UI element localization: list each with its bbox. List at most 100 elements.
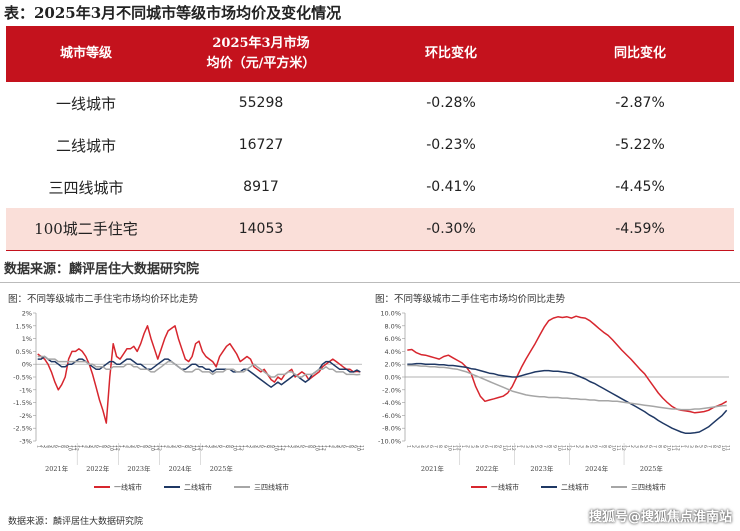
x-tick-label: 5 (91, 445, 97, 448)
x-tick-label: 7 (180, 445, 186, 448)
x-tick-label: 7 (303, 445, 309, 448)
x-tick-label: 10 (501, 445, 507, 451)
series-line (407, 315, 728, 414)
y-tick-label: 4.0% (384, 348, 401, 356)
source-note-top: 数据来源：麟评居住大数据研究院 (4, 262, 200, 277)
table-row: 三四线城市 8917 -0.41% -4.45% (6, 166, 734, 208)
x-tick-label: 2 (204, 445, 210, 448)
cell-yoy: -5.22% (615, 137, 665, 153)
x-tick-label: 7 (56, 445, 62, 448)
x-tick-label: 9 (228, 445, 234, 448)
x-tick-label: 11 (506, 445, 512, 451)
x-tick-label: 4 (638, 445, 644, 448)
x-tick-label: 8 (101, 445, 107, 448)
x-tick-label: 9 (442, 445, 448, 448)
x-tick-label: 2 (684, 445, 690, 448)
y-tick-label: -2% (19, 412, 32, 420)
x-tick-label: 9 (551, 445, 557, 448)
cell-mom: -0.30% (356, 208, 546, 251)
x-tick-label: 11 (235, 445, 241, 451)
x-tick-label: 1 (242, 445, 248, 448)
x-tick-label: 11 (276, 445, 282, 451)
cell-city: 100城二手住宅 (6, 208, 166, 251)
y-tick-label: 1.5% (15, 322, 32, 330)
x-tick-label: 1 (118, 445, 124, 448)
x-tick-label: 7 (97, 445, 103, 448)
x-tick-label: 12 (455, 445, 461, 451)
x-tick-label: 8 (183, 445, 189, 448)
x-tick-label: 12 (675, 445, 681, 451)
x-tick-label: 2 (122, 445, 128, 448)
x-tick-label: 9 (351, 445, 357, 448)
x-tick-label: 5 (697, 445, 703, 448)
price-table: 城市等级 2025年3月市场 均价（元/平方米） 环比变化 同比变化 一线城市 … (6, 26, 734, 251)
cell-yoy: -2.87% (615, 95, 665, 111)
x-tick-label: 12 (156, 445, 162, 451)
x-tick-label: 2 (80, 445, 86, 448)
x-tick-label: 6 (483, 445, 489, 448)
x-tick-label: 6 (259, 445, 265, 448)
x-tick-label: 11 (70, 445, 76, 451)
y-tick-label: 1% (22, 335, 32, 343)
x-tick-label: 4 (334, 445, 340, 448)
x-tick-label: 6 (176, 445, 182, 448)
legend-label: 三四线城市 (254, 483, 289, 492)
x-tick-label: 1 (283, 445, 289, 448)
cell-mom: -0.28% (426, 95, 476, 111)
x-tick-label: 3 (633, 445, 639, 448)
x-tick-label: 7 (542, 445, 548, 448)
x-tick-label: 5 (424, 445, 430, 448)
legend-label: 三四线城市 (631, 483, 666, 492)
series-line (37, 355, 361, 378)
source-note-bottom: 数据来源：麟评居住大数据研究院 (8, 517, 144, 527)
x-tick-label: 10 (190, 445, 196, 451)
cell-yoy: -4.45% (615, 179, 665, 195)
legend-label: 二线城市 (561, 483, 589, 492)
x-tick-label: 6 (94, 445, 100, 448)
x-tick-label: 10 (67, 445, 73, 451)
x-tick-label: 9 (606, 445, 612, 448)
x-tick-label: 8 (492, 445, 498, 448)
y-tick-label: 0% (22, 361, 32, 369)
table-row: 二线城市 16727 -0.23% -5.22% (6, 124, 734, 166)
x-tick-label: 3 (84, 445, 90, 448)
yoy-chart-panel: 图：不同等级城市二手住宅市场均价同比走势 10.0% 8.0% 6.0% 4.0% 2.… (371, 291, 736, 509)
x-tick-label: 2 (629, 445, 635, 448)
x-tick-label: 1 (570, 445, 576, 448)
x-tick-label: 2 (245, 445, 251, 448)
x-tick-label: 5 (338, 445, 344, 448)
x-tick-label: 5 (214, 445, 220, 448)
x-tick-label: 9 (497, 445, 503, 448)
y-tick-label: -1% (19, 386, 32, 394)
x-tick-label: 4 (293, 445, 299, 448)
cell-mom: -0.23% (426, 137, 476, 153)
x-tick-label: 1 (200, 445, 206, 448)
x-tick-label: 4 (211, 445, 217, 448)
x-tick-label: 5 (478, 445, 484, 448)
legend-label: 一线城市 (491, 483, 519, 492)
year-label: 2024年 (585, 464, 609, 473)
x-tick-label: 8 (60, 445, 66, 448)
header-price-line2: 均价（元/平方米） (206, 56, 316, 71)
x-tick-label: 8 (224, 445, 230, 448)
x-tick-label: 8 (266, 445, 272, 448)
x-tick-label: 4 (46, 445, 52, 448)
y-tick-label: -1.5% (13, 399, 32, 407)
legend-label: 一线城市 (114, 483, 142, 492)
x-tick-label: 3 (248, 445, 254, 448)
x-tick-label: 3 (688, 445, 694, 448)
y-tick-label: 2.0% (384, 361, 401, 369)
x-tick-label: 9 (716, 445, 722, 448)
series-line (37, 325, 361, 424)
series-line (37, 355, 361, 388)
x-tick-label: 5 (132, 445, 138, 448)
x-tick-label: 8 (437, 445, 443, 448)
x-tick-label: 3 (331, 445, 337, 448)
x-tick-label: 8 (142, 445, 148, 448)
x-tick-label: 6 (218, 445, 224, 448)
x-tick-label: 8 (656, 445, 662, 448)
x-tick-label: 10 (314, 445, 320, 451)
x-tick-label: 11 (194, 445, 200, 451)
y-tick-label: 8.0% (384, 322, 401, 330)
x-tick-label: 1 (159, 445, 165, 448)
